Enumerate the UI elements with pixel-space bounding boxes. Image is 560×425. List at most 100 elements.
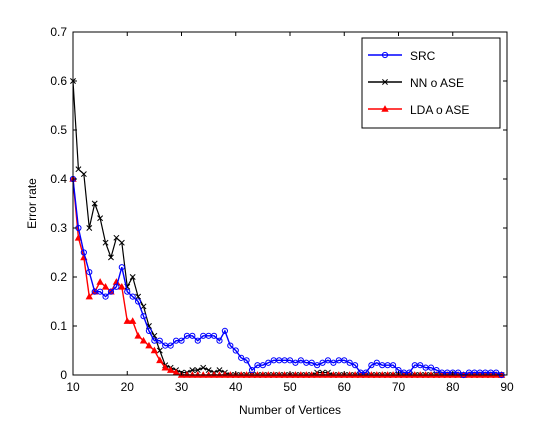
x-tick-label: 70 (392, 380, 406, 394)
data-point (107, 288, 115, 295)
series-src (69, 175, 505, 379)
data-point (265, 359, 272, 366)
legend-label: SRC (410, 49, 436, 63)
data-point (389, 362, 397, 369)
data-point (324, 357, 332, 364)
y-axis-label: Error rate (25, 178, 39, 229)
data-point (238, 354, 245, 361)
data-point (194, 337, 201, 344)
data-point (123, 317, 131, 324)
data-point (85, 292, 93, 300)
data-point (427, 364, 435, 371)
data-point (108, 254, 114, 261)
data-point (140, 303, 147, 310)
data-point (140, 313, 147, 320)
data-point (139, 336, 148, 344)
x-tick-label: 40 (229, 380, 243, 394)
data-point (352, 362, 359, 369)
data-point (373, 359, 380, 366)
data-point (91, 200, 98, 207)
data-point (232, 347, 239, 354)
data-point (86, 269, 93, 276)
data-point (227, 342, 234, 349)
y-tick-label: 0.5 (50, 123, 67, 137)
y-tick-label: 0.1 (50, 319, 67, 333)
x-axis-label: Number of Vertices (239, 403, 341, 417)
data-point (97, 288, 104, 295)
data-point (118, 239, 125, 246)
data-point (248, 367, 256, 374)
data-point (314, 362, 321, 369)
data-point (124, 288, 131, 295)
y-tick-label: 0.7 (50, 25, 67, 39)
y-tick-label: 0.2 (50, 270, 67, 284)
legend-box (361, 37, 501, 129)
data-point (205, 367, 212, 374)
data-point (80, 249, 87, 256)
data-point (150, 346, 159, 354)
x-tick-label: 60 (338, 380, 352, 394)
data-point (308, 359, 315, 366)
data-point (189, 367, 196, 374)
data-point (216, 337, 223, 344)
data-point (113, 283, 120, 290)
y-tick-label: 0.3 (50, 221, 67, 235)
legend-label: NN o ASE (410, 76, 464, 90)
x-tick-label: 20 (121, 380, 135, 394)
data-point (433, 367, 440, 374)
x-axis-ticks: 10 20 30 40 50 60 70 80 90 (66, 32, 514, 394)
legend-marker (381, 51, 389, 59)
x-tick-label: 10 (66, 380, 80, 394)
y-axis-ticks: 0 0.1 0.2 0.3 0.4 0.5 0.6 0.7 (50, 25, 507, 382)
legend-item: SRC (368, 49, 436, 63)
data-point (128, 317, 137, 324)
data-point (221, 327, 228, 334)
x-tick-label: 90 (500, 380, 514, 394)
y-tick-label: 0.4 (50, 172, 67, 186)
data-point (145, 341, 153, 349)
y-tick-label: 0.6 (50, 74, 67, 88)
data-point (297, 357, 304, 364)
data-point (346, 359, 353, 366)
data-point (134, 331, 142, 339)
data-point (101, 282, 110, 290)
data-point (75, 166, 82, 173)
data-point (341, 357, 348, 364)
data-point (80, 171, 87, 178)
legend: SRC NN o ASE LDA o ASE (361, 37, 501, 129)
data-point (330, 359, 337, 366)
data-point (135, 298, 142, 305)
data-point (216, 367, 223, 374)
data-point (178, 337, 185, 344)
data-point (118, 264, 125, 271)
data-point (368, 362, 375, 369)
data-point (135, 293, 142, 300)
data-point (145, 327, 153, 334)
x-tick-label: 30 (175, 380, 189, 394)
data-point (243, 357, 250, 364)
data-point (102, 239, 109, 246)
x-tick-label: 80 (446, 380, 460, 394)
legend-item: NN o ASE (368, 76, 464, 90)
data-point (102, 293, 109, 300)
data-point (129, 293, 136, 300)
data-point (167, 342, 174, 349)
data-point (161, 363, 169, 371)
data-point (113, 234, 120, 241)
data-point (189, 332, 196, 339)
data-point (156, 337, 163, 344)
data-point (319, 359, 326, 366)
data-point (86, 225, 93, 231)
data-point (156, 347, 163, 354)
data-point (292, 359, 299, 366)
data-point (166, 366, 175, 373)
data-point (194, 367, 201, 374)
data-point (210, 332, 218, 339)
data-point (156, 356, 164, 364)
y-tick-label: 0 (60, 368, 67, 382)
data-point (286, 357, 294, 364)
legend-marker (381, 105, 389, 112)
legend-item: LDA o ASE (368, 103, 469, 117)
